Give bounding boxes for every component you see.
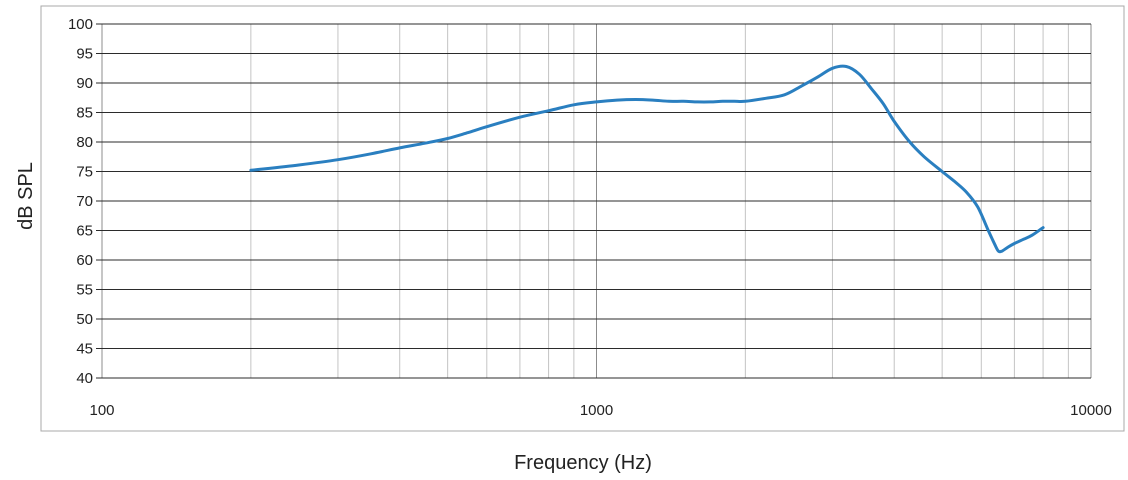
series-line bbox=[249, 64, 1045, 254]
y-tick-label: 80 bbox=[76, 134, 93, 151]
y-tick-label: 45 bbox=[76, 341, 93, 358]
y-tick-label: 40 bbox=[76, 370, 93, 387]
y-tick-label: 50 bbox=[76, 311, 93, 328]
y-tick-labels: 40 45 50 55 60 65 70 75 80 85 90 95 100 bbox=[68, 16, 93, 387]
x-tick-label: 1000 bbox=[580, 402, 613, 419]
y-tick-label: 70 bbox=[76, 193, 93, 210]
grid-lines bbox=[96, 23, 1092, 379]
y-tick-label: 100 bbox=[68, 16, 93, 33]
y-tick-label: 65 bbox=[76, 223, 93, 240]
x-tick-label: 100 bbox=[89, 402, 114, 419]
y-axis-title: dB SPL bbox=[15, 162, 37, 230]
x-tick-label: 10000 bbox=[1070, 402, 1112, 419]
y-tick-label: 90 bbox=[76, 75, 93, 92]
y-tick-label: 95 bbox=[76, 46, 93, 63]
y-tick-label: 75 bbox=[76, 164, 93, 181]
y-tick-label: 60 bbox=[76, 252, 93, 269]
y-tick-label: 85 bbox=[76, 105, 93, 122]
x-axis-title: Frequency (Hz) bbox=[514, 452, 652, 474]
x-tick-labels: 100 1000 10000 bbox=[89, 402, 1111, 419]
series-layer bbox=[249, 64, 1045, 254]
y-tick-label: 55 bbox=[76, 282, 93, 299]
